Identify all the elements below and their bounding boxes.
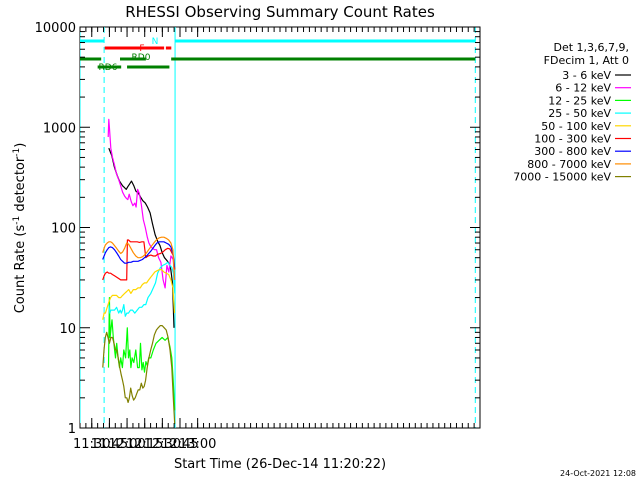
legend-title-line2: FDecim 1, Att 0 bbox=[544, 54, 629, 67]
series-line-6 bbox=[102, 241, 176, 268]
traces-group bbox=[80, 27, 476, 428]
chart-title: RHESSI Observing Summary Count Rates bbox=[125, 3, 435, 21]
series-line-3 bbox=[108, 261, 176, 317]
y-tick-label: 100 bbox=[51, 222, 76, 237]
state-label-rd0: RD0 bbox=[132, 53, 151, 63]
legend-label: 50 - 100 keV bbox=[541, 120, 611, 133]
series-line-1 bbox=[107, 118, 176, 289]
legend-label: 7000 - 15000 keV bbox=[513, 171, 611, 184]
x-axis-label: Start Time (26-Dec-14 11:20:22) bbox=[174, 457, 386, 472]
y-axis-label: Count Rate (s-1 detector-1) bbox=[12, 143, 28, 314]
state-label-rd6: RD6 bbox=[99, 63, 118, 73]
legend-label: 25 - 50 keV bbox=[548, 107, 611, 120]
state-label-f: F bbox=[139, 44, 144, 54]
y-tick-label: 1000 bbox=[43, 121, 76, 136]
series-line-5 bbox=[102, 239, 176, 281]
x-tick-label: 12:00 bbox=[108, 437, 145, 452]
series-line-7 bbox=[102, 236, 176, 280]
series-line-0 bbox=[108, 147, 175, 328]
x-tick-label: 12:45 bbox=[161, 437, 198, 452]
series-line-8 bbox=[102, 325, 176, 424]
x-tick-label: 12:30 bbox=[144, 437, 181, 452]
y-tick-label: 10 bbox=[59, 322, 76, 337]
legend-title-line1: Det 1,3,6,7,9, bbox=[553, 41, 629, 54]
x-tick-label: 11:30 bbox=[73, 437, 110, 452]
series-line-2 bbox=[107, 297, 176, 411]
footer-timestamp: 24-Oct-2021 12:08 bbox=[560, 469, 636, 478]
x-tick-label: 11:45 bbox=[91, 437, 128, 452]
legend-label: 12 - 25 keV bbox=[548, 94, 611, 107]
state-label-n: N bbox=[152, 37, 159, 47]
legend-label: 6 - 12 keV bbox=[555, 82, 611, 95]
legend-label: 800 - 7000 keV bbox=[527, 158, 611, 171]
y-tick-label: 10000 bbox=[35, 21, 76, 36]
y-tick-label: 1 bbox=[68, 422, 76, 437]
x-tick-label: 13:00 bbox=[179, 437, 216, 452]
plot-frame bbox=[79, 26, 481, 429]
series-line-4 bbox=[102, 269, 176, 320]
legend-label: 300 - 800 keV bbox=[534, 145, 611, 158]
legend-label: 3 - 6 keV bbox=[562, 69, 611, 82]
x-tick-label: 12:15 bbox=[126, 437, 163, 452]
legend-label: 100 - 300 keV bbox=[534, 133, 611, 146]
